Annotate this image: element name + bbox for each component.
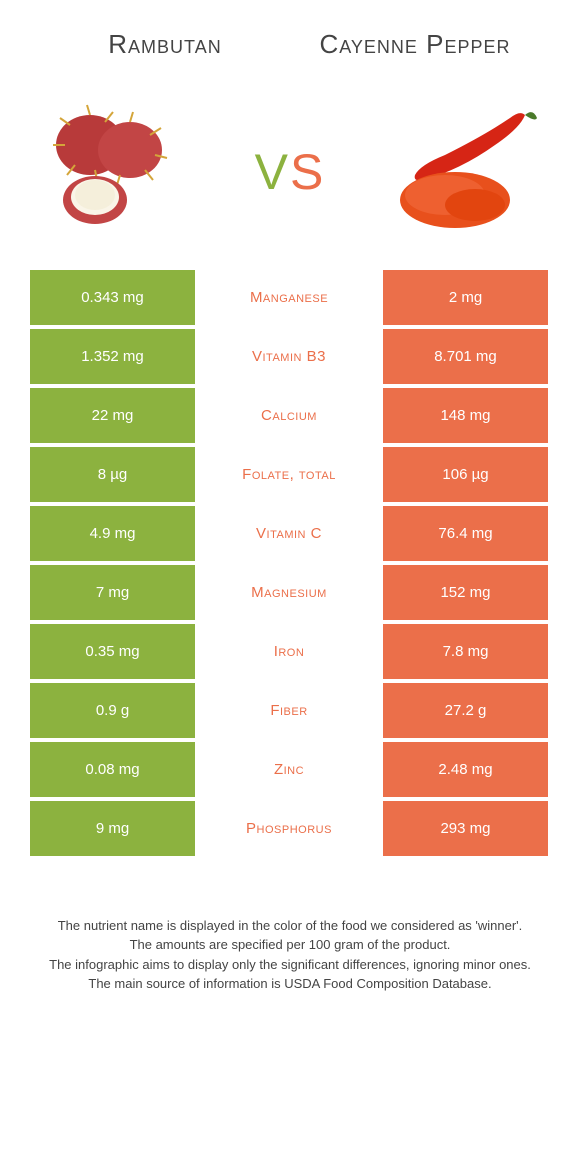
left-value: 4.9 mg xyxy=(30,506,195,561)
left-value: 7 mg xyxy=(30,565,195,620)
nutrient-name: Calcium xyxy=(199,388,379,443)
right-value: 152 mg xyxy=(383,565,548,620)
cayenne-image xyxy=(380,90,550,240)
table-row: 1.352 mgVitamin B38.701 mg xyxy=(30,329,550,384)
nutrient-name: Zinc xyxy=(199,742,379,797)
right-value: 2 mg xyxy=(383,270,548,325)
right-value: 7.8 mg xyxy=(383,624,548,679)
footnote-line: The infographic aims to display only the… xyxy=(30,955,550,975)
table-row: 9 mgPhosphorus293 mg xyxy=(30,801,550,856)
header-row: Rambutan Cayenne Pepper xyxy=(0,0,580,80)
nutrient-name: Folate, total xyxy=(199,447,379,502)
vs-label: vs xyxy=(255,124,326,206)
nutrient-table: 0.343 mgManganese2 mg1.352 mgVitamin B38… xyxy=(30,270,550,856)
nutrient-name: Phosphorus xyxy=(199,801,379,856)
right-value: 76.4 mg xyxy=(383,506,548,561)
left-value: 9 mg xyxy=(30,801,195,856)
table-row: 0.08 mgZinc2.48 mg xyxy=(30,742,550,797)
left-value: 0.343 mg xyxy=(30,270,195,325)
infographic-container: Rambutan Cayenne Pepper v xyxy=(0,0,580,994)
right-value: 148 mg xyxy=(383,388,548,443)
table-row: 0.35 mgIron7.8 mg xyxy=(30,624,550,679)
left-value: 8 µg xyxy=(30,447,195,502)
footnotes: The nutrient name is displayed in the co… xyxy=(30,916,550,994)
footnote-line: The main source of information is USDA F… xyxy=(30,974,550,994)
left-value: 0.08 mg xyxy=(30,742,195,797)
right-value: 8.701 mg xyxy=(383,329,548,384)
right-value: 27.2 g xyxy=(383,683,548,738)
nutrient-name: Iron xyxy=(199,624,379,679)
nutrient-name: Magnesium xyxy=(199,565,379,620)
table-row: 0.343 mgManganese2 mg xyxy=(30,270,550,325)
nutrient-name: Vitamin B3 xyxy=(199,329,379,384)
left-value: 0.9 g xyxy=(30,683,195,738)
table-row: 4.9 mgVitamin C76.4 mg xyxy=(30,506,550,561)
vs-v: v xyxy=(255,125,290,205)
vs-s: s xyxy=(290,125,325,205)
nutrient-name: Manganese xyxy=(199,270,379,325)
right-value: 2.48 mg xyxy=(383,742,548,797)
table-row: 22 mgCalcium148 mg xyxy=(30,388,550,443)
right-value: 106 µg xyxy=(383,447,548,502)
right-food-title: Cayenne Pepper xyxy=(290,30,540,60)
left-value: 0.35 mg xyxy=(30,624,195,679)
nutrient-name: Vitamin C xyxy=(199,506,379,561)
rambutan-image xyxy=(30,90,200,240)
left-value: 1.352 mg xyxy=(30,329,195,384)
table-row: 8 µgFolate, total106 µg xyxy=(30,447,550,502)
table-row: 0.9 gFiber27.2 g xyxy=(30,683,550,738)
nutrient-name: Fiber xyxy=(199,683,379,738)
table-row: 7 mgMagnesium152 mg xyxy=(30,565,550,620)
left-value: 22 mg xyxy=(30,388,195,443)
footnote-line: The amounts are specified per 100 gram o… xyxy=(30,935,550,955)
footnote-line: The nutrient name is displayed in the co… xyxy=(30,916,550,936)
image-row: vs xyxy=(0,80,580,270)
right-value: 293 mg xyxy=(383,801,548,856)
left-food-title: Rambutan xyxy=(40,30,290,60)
